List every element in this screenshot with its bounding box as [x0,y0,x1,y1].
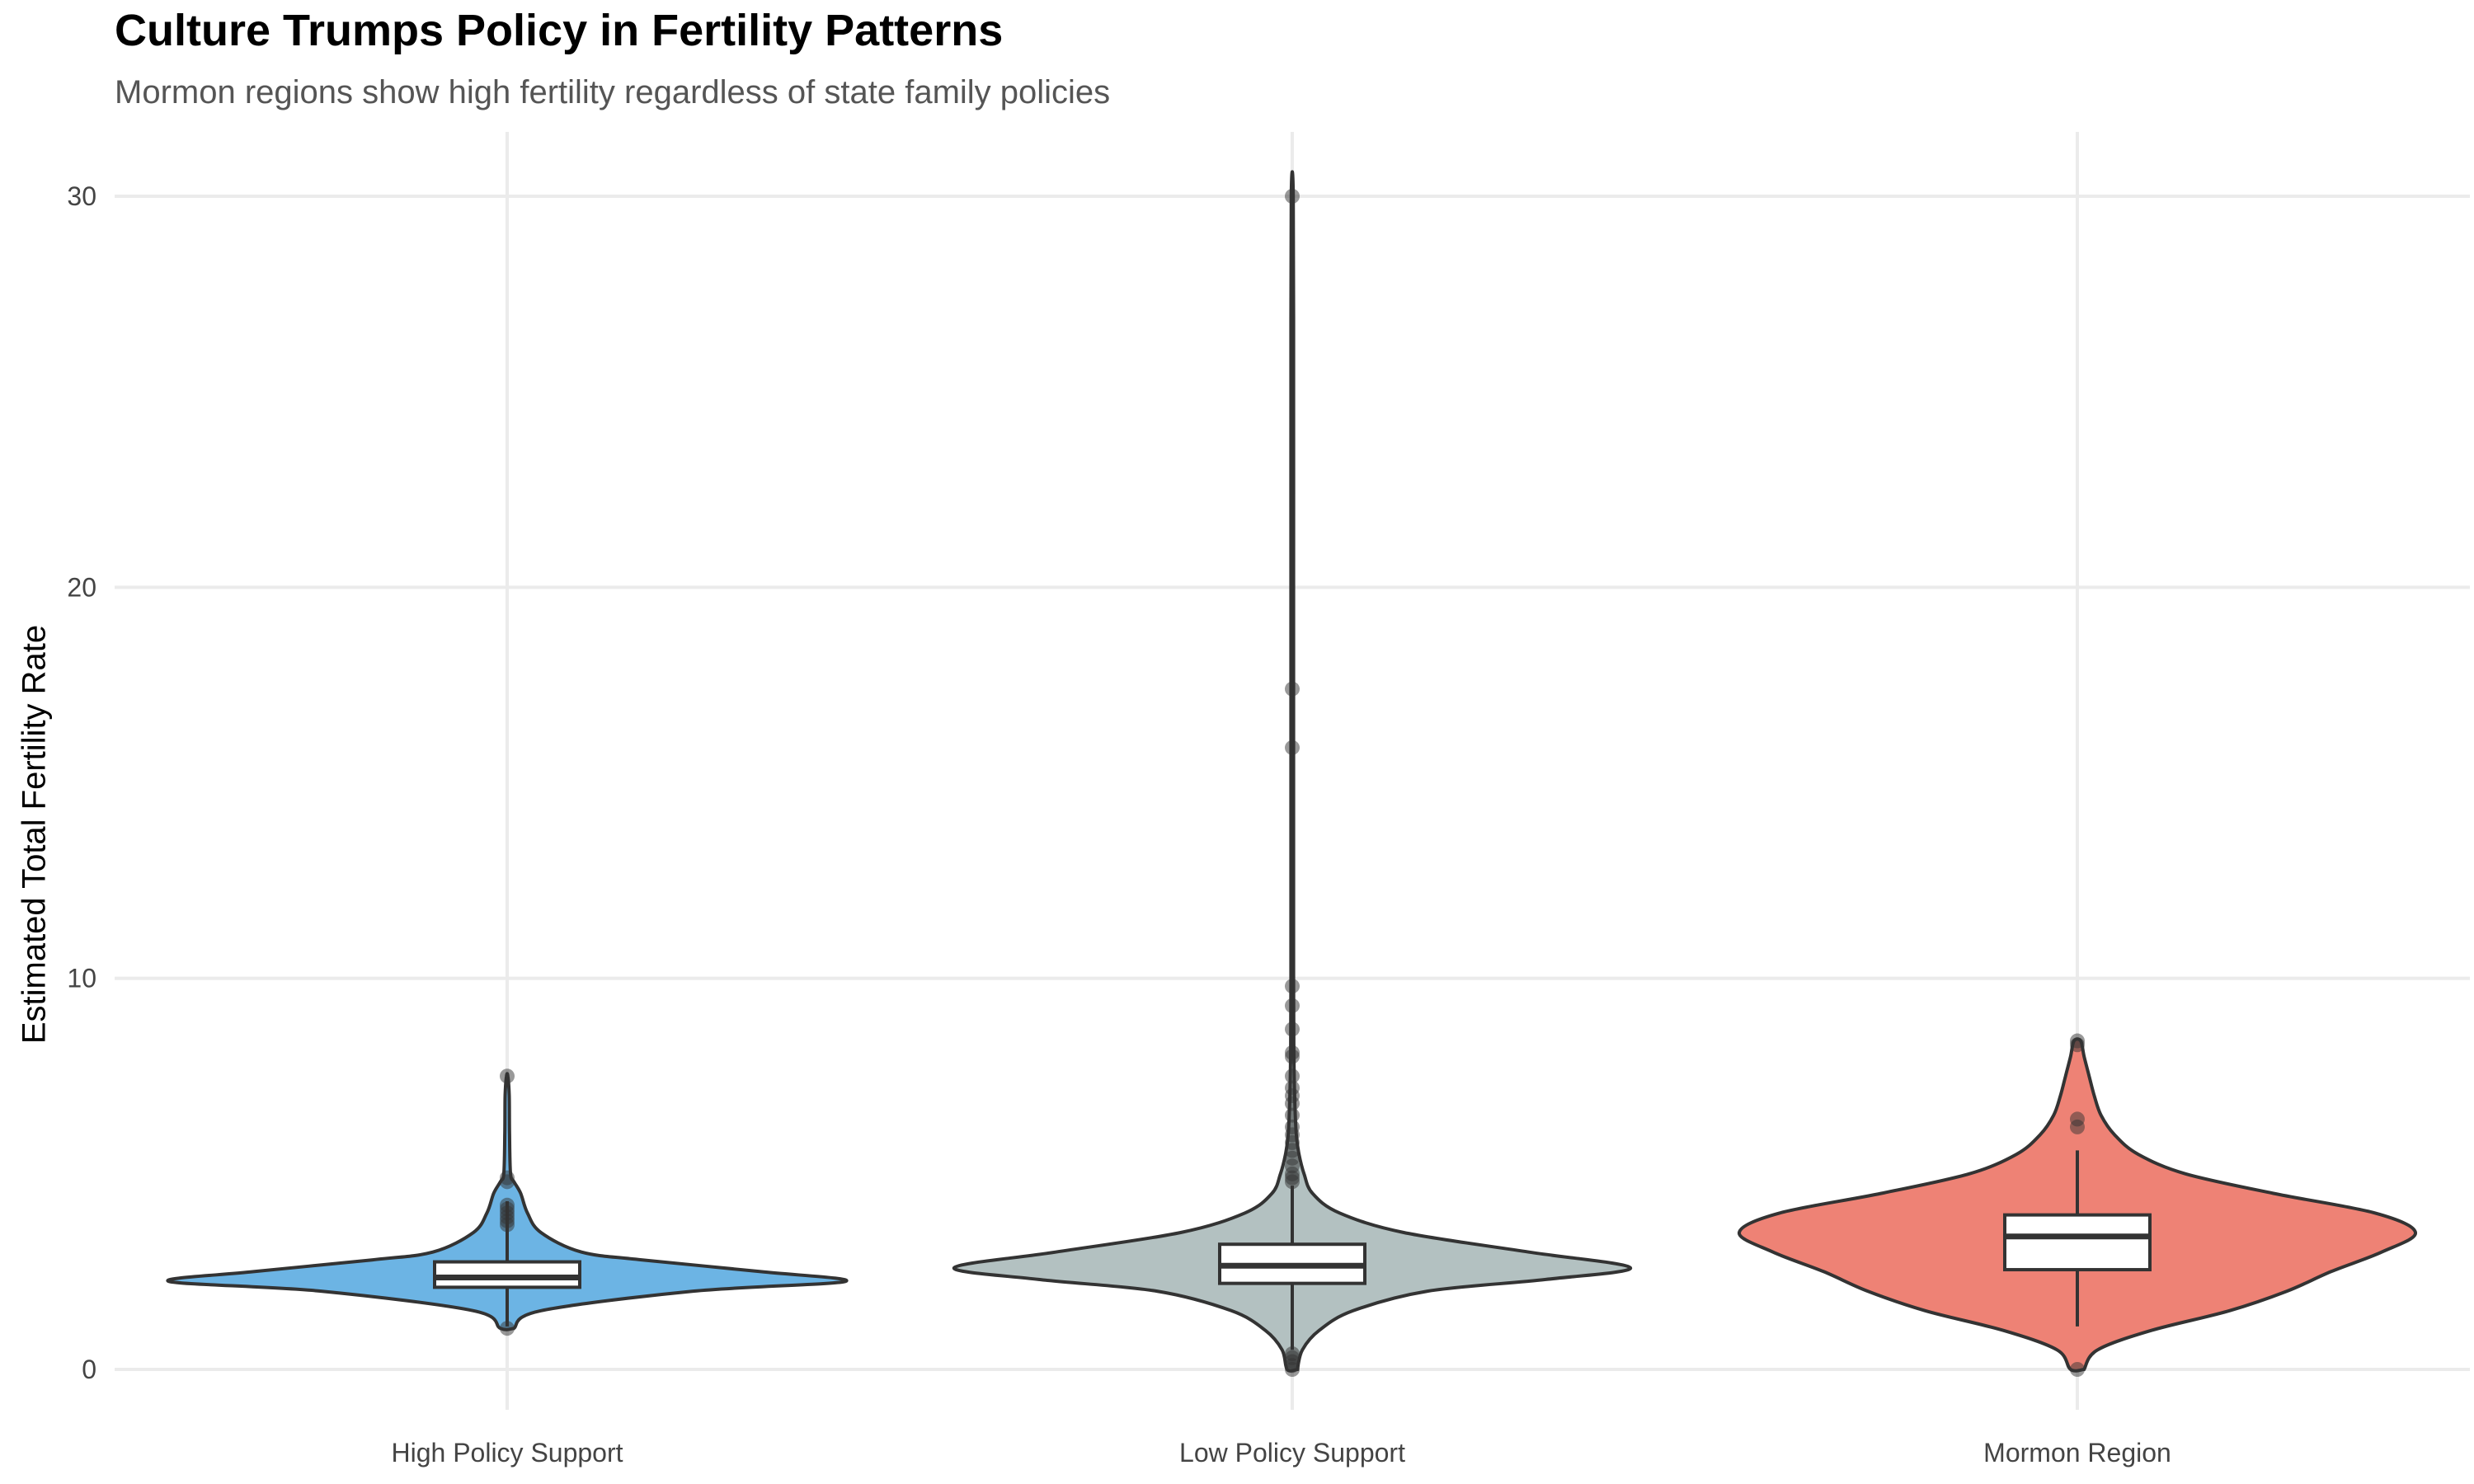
outlier-point [1285,681,1300,697]
outlier-point [1285,189,1300,204]
outlier-point [500,1068,515,1084]
y-tick-label: 10 [67,964,96,993]
y-tick-label: 20 [67,572,96,602]
chart-subtitle: Mormon regions show high fertility regar… [115,74,1111,110]
outlier-point [2070,1362,2085,1377]
violin-group [166,1068,849,1336]
chart-title: Culture Trumps Policy in Fertility Patte… [115,6,1004,55]
box-iqr [2003,1213,2152,1272]
outlier-point [500,1170,515,1186]
outlier-point [1285,998,1300,1013]
outlier-point [1285,1346,1300,1362]
violin-group [1738,1033,2417,1377]
violin-group [952,170,1633,1377]
outlier-point [1285,1068,1300,1084]
x-tick-label: Mormon Region [1983,1438,2171,1468]
y-tick-label: 0 [82,1355,96,1384]
outlier-point [1285,1045,1300,1060]
outlier-point [1285,1119,1300,1134]
outlier-point [1285,1021,1300,1037]
outlier-point [2070,1033,2085,1049]
outlier-point [2070,1111,2085,1127]
x-tick-label: Low Policy Support [1179,1438,1405,1468]
outlier-point [1285,1107,1300,1123]
outlier-point [500,1197,515,1213]
x-tick-label: High Policy Support [391,1438,623,1468]
outlier-point [1285,740,1300,755]
y-tick-label: 30 [67,181,96,211]
outlier-point [500,1321,515,1336]
outlier-point [1285,1080,1300,1096]
box-iqr [433,1260,581,1289]
outlier-point [1285,979,1300,994]
